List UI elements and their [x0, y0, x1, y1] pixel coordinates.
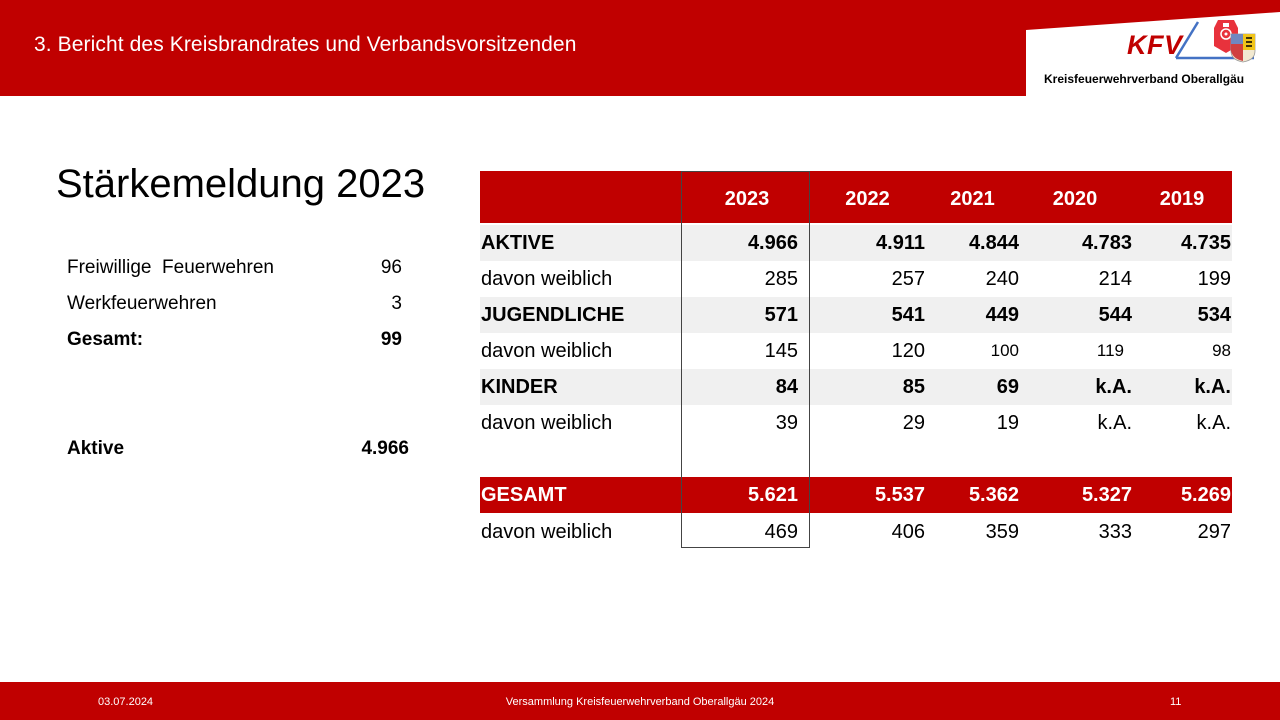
column-header: 2023 — [724, 188, 770, 210]
cell: 85 — [902, 376, 925, 398]
cell: 39 — [775, 412, 798, 434]
header-bar: 3. Bericht des Kreisbrandrates und Verba… — [0, 0, 1280, 96]
cell: 4.966 — [747, 232, 798, 254]
cell: 571 — [764, 304, 798, 326]
cell: 4.844 — [968, 232, 1019, 254]
cell: 257 — [891, 268, 925, 290]
aktive-label: Aktive — [67, 438, 125, 459]
section-title: 3. Bericht des Kreisbrandrates und Verba… — [34, 33, 577, 56]
slide-title: Stärkemeldung 2023 — [56, 162, 426, 206]
column-header: 2022 — [845, 188, 890, 210]
table-row: davon weiblich 39 29 19 k.A. k.A. — [480, 405, 1232, 441]
cell: 4.783 — [1081, 232, 1132, 254]
cell: 100 — [990, 341, 1019, 360]
row-label: AKTIVE — [481, 232, 555, 254]
row-label: KINDER — [481, 376, 558, 398]
coat-of-arms-icon — [1230, 33, 1256, 63]
table-row: davon weiblich 145 120 100 119 98 — [480, 333, 1232, 369]
cell: 541 — [891, 304, 925, 326]
cell: 5.362 — [968, 484, 1019, 506]
cell: 359 — [985, 521, 1019, 543]
aktive-value: 4.966 — [361, 438, 409, 459]
page-number: 11 — [1170, 696, 1182, 708]
table-header-row: 2023 2022 2021 2020 2019 — [480, 171, 1232, 223]
row-label: davon weiblich — [481, 521, 613, 543]
cell: 120 — [891, 340, 925, 362]
cell: 4.735 — [1180, 232, 1231, 254]
summary-label: Werkfeuerwehren — [67, 293, 217, 314]
cell: 544 — [1098, 304, 1132, 326]
cell: 5.327 — [1081, 484, 1132, 506]
cell: 214 — [1098, 268, 1132, 290]
table-total-row: GESAMT 5.621 5.537 5.362 5.327 5.269 — [480, 477, 1232, 513]
cell: 98 — [1212, 341, 1231, 360]
row-label: davon weiblich — [481, 268, 613, 290]
table-row: KINDER 84 85 69 k.A. k.A. — [480, 369, 1232, 405]
table-row: AKTIVE 4.966 4.911 4.844 4.783 4.735 — [480, 225, 1232, 261]
cell: k.A. — [1097, 412, 1132, 434]
footer-bar: 03.07.2024 Versammlung Kreisfeuerwehrver… — [0, 682, 1280, 720]
cell: 29 — [902, 412, 925, 434]
table-row: davon weiblich 285 257 240 214 199 — [480, 261, 1232, 297]
cell: 333 — [1098, 521, 1132, 543]
cell: k.A. — [1196, 412, 1231, 434]
column-header: 2021 — [950, 188, 995, 210]
cell: 119 — [1096, 341, 1124, 360]
cell: 4.911 — [876, 232, 925, 254]
footer-date: 03.07.2024 — [98, 696, 154, 708]
cell: k.A. — [1095, 376, 1132, 398]
row-label: JUGENDLICHE — [481, 304, 625, 326]
logo-name: Kreisfeuerwehrverband Oberallgäu — [1044, 72, 1245, 86]
summary-value: 96 — [380, 257, 402, 278]
table-row: davon weiblich 469 406 359 333 297 — [480, 514, 1232, 550]
cell: 199 — [1197, 268, 1231, 290]
summary-label: Gesamt: — [67, 329, 144, 350]
row-label: davon weiblich — [481, 412, 613, 434]
cell: 534 — [1197, 304, 1231, 326]
cell: 145 — [764, 340, 798, 362]
logo: KFV Kreisfeuerwehrverband Oberallgäu — [1026, 0, 1280, 96]
footer-event: Versammlung Kreisfeuerwehrverband Oberal… — [505, 696, 775, 708]
column-header: 2020 — [1052, 188, 1098, 210]
cell: 69 — [996, 376, 1019, 398]
column-header: 2019 — [1159, 188, 1205, 210]
summary-value: 99 — [380, 329, 402, 350]
cell: 19 — [996, 412, 1019, 434]
summary-label: Freiwillige Feuerwehren — [67, 257, 274, 278]
cell: 469 — [764, 521, 798, 543]
logo-abbreviation: KFV — [1127, 30, 1183, 60]
summary-value: 3 — [391, 293, 402, 314]
cell: 5.537 — [874, 484, 925, 506]
cell: 240 — [985, 268, 1019, 290]
row-label: GESAMT — [481, 484, 567, 506]
cell: 285 — [764, 268, 798, 290]
cell: 84 — [775, 376, 798, 398]
cell: 297 — [1197, 521, 1231, 543]
cell: 5.269 — [1180, 484, 1231, 506]
row-label: davon weiblich — [481, 340, 613, 362]
table-row: JUGENDLICHE 571 541 449 544 534 — [480, 297, 1232, 333]
cell: k.A. — [1194, 376, 1231, 398]
cell: 406 — [891, 521, 925, 543]
cell: 449 — [985, 304, 1019, 326]
cell: 5.621 — [747, 484, 798, 506]
